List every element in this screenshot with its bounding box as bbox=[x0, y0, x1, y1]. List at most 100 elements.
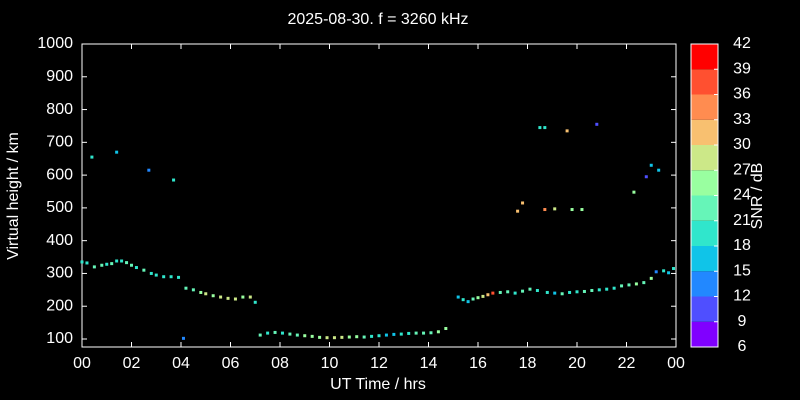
data-point bbox=[516, 209, 520, 213]
data-point bbox=[649, 276, 653, 280]
colorbar-tick-label: 24 bbox=[733, 187, 751, 204]
data-point bbox=[134, 266, 138, 270]
y-tick-label: 600 bbox=[46, 166, 73, 183]
y-tick-label: 700 bbox=[46, 134, 73, 151]
data-point bbox=[295, 333, 299, 337]
data-point bbox=[553, 207, 557, 211]
data-point bbox=[85, 261, 89, 265]
data-point bbox=[125, 261, 129, 265]
colorbar-band bbox=[691, 246, 718, 272]
data-point bbox=[355, 335, 359, 339]
x-tick-label: 18 bbox=[519, 355, 537, 372]
data-point bbox=[219, 295, 223, 299]
colorbar-tick-label: 33 bbox=[733, 111, 751, 128]
colorbar-tick-label: 42 bbox=[733, 35, 751, 52]
y-tick-label: 500 bbox=[46, 199, 73, 216]
data-point bbox=[318, 335, 322, 339]
data-point bbox=[105, 262, 109, 266]
data-point bbox=[521, 289, 525, 293]
data-point bbox=[377, 334, 381, 338]
data-point bbox=[597, 288, 601, 292]
data-point bbox=[233, 297, 237, 301]
colorbar-band bbox=[691, 271, 718, 297]
data-point bbox=[486, 293, 490, 297]
data-point bbox=[649, 163, 653, 167]
data-point bbox=[172, 178, 176, 182]
data-point bbox=[80, 260, 84, 264]
data-point bbox=[100, 263, 104, 267]
x-tick-label: 08 bbox=[271, 355, 289, 372]
data-point bbox=[362, 335, 366, 339]
data-point bbox=[384, 333, 388, 337]
data-point bbox=[273, 330, 277, 334]
y-tick-label: 900 bbox=[46, 68, 73, 85]
data-point bbox=[498, 290, 502, 294]
x-tick-label: 04 bbox=[172, 355, 190, 372]
data-point bbox=[644, 175, 648, 179]
y-tick-label: 400 bbox=[46, 232, 73, 249]
data-point bbox=[184, 286, 188, 290]
data-point bbox=[570, 208, 574, 212]
data-point bbox=[407, 331, 411, 335]
data-point bbox=[266, 331, 270, 335]
colorbar-band bbox=[691, 220, 718, 246]
data-point bbox=[654, 270, 658, 274]
y-tick-label: 100 bbox=[46, 330, 73, 347]
data-point bbox=[506, 290, 510, 294]
data-point bbox=[130, 263, 133, 267]
data-point bbox=[332, 336, 336, 340]
data-point bbox=[565, 129, 569, 133]
colorbar-band bbox=[691, 119, 718, 145]
data-point bbox=[370, 334, 374, 338]
x-tick-label: 00 bbox=[667, 355, 685, 372]
data-point bbox=[154, 273, 158, 277]
colorbar-tick-label: 15 bbox=[733, 262, 751, 279]
data-point bbox=[226, 296, 230, 300]
data-point bbox=[422, 331, 426, 335]
data-point bbox=[115, 259, 119, 263]
x-tick-label: 06 bbox=[222, 355, 240, 372]
data-point bbox=[535, 288, 539, 292]
data-point bbox=[120, 259, 124, 263]
x-tick-label: 20 bbox=[568, 355, 586, 372]
colorbar-band bbox=[691, 296, 718, 322]
x-tick-label: 12 bbox=[370, 355, 388, 372]
data-point bbox=[642, 281, 646, 285]
data-point bbox=[429, 331, 433, 335]
data-point bbox=[627, 283, 631, 287]
data-point bbox=[543, 208, 547, 212]
data-point bbox=[110, 262, 114, 266]
data-point bbox=[545, 290, 549, 294]
x-tick-label: 14 bbox=[420, 355, 438, 372]
data-point bbox=[456, 295, 460, 299]
data-point bbox=[461, 298, 465, 302]
colorbar-tick-label: 27 bbox=[733, 161, 751, 178]
data-point bbox=[414, 331, 418, 335]
data-point bbox=[620, 284, 624, 288]
data-point bbox=[590, 288, 594, 292]
data-point bbox=[149, 271, 153, 275]
data-point bbox=[241, 295, 245, 299]
data-point bbox=[90, 155, 94, 159]
data-point bbox=[632, 190, 636, 194]
data-point bbox=[672, 267, 676, 271]
data-point bbox=[253, 300, 257, 304]
data-point bbox=[115, 150, 119, 154]
data-point bbox=[169, 275, 173, 279]
data-point bbox=[181, 336, 185, 340]
data-point bbox=[553, 291, 557, 295]
colorbar-band bbox=[691, 195, 718, 221]
data-point bbox=[310, 334, 314, 338]
data-point bbox=[543, 126, 547, 130]
x-axis-label: UT Time / hrs bbox=[330, 376, 426, 393]
data-point bbox=[667, 271, 671, 275]
data-point bbox=[538, 126, 542, 130]
x-tick-label: 16 bbox=[469, 355, 487, 372]
data-point bbox=[481, 294, 485, 298]
data-point bbox=[258, 333, 262, 337]
y-tick-label: 200 bbox=[46, 297, 73, 314]
data-point bbox=[575, 290, 579, 294]
data-point bbox=[595, 122, 599, 126]
data-point bbox=[657, 168, 661, 172]
